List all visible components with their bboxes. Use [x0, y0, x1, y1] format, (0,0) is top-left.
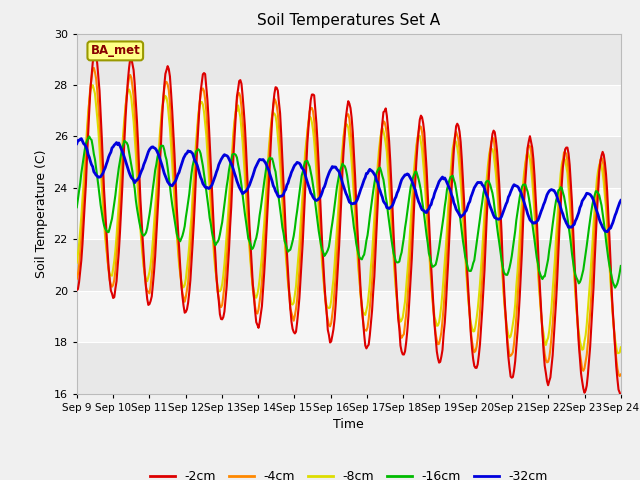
-32cm [617, 198, 625, 204]
-32cm [404, 171, 412, 177]
-4cm [404, 282, 412, 288]
-8cm [243, 213, 251, 218]
-32cm [77, 136, 85, 142]
Title: Soil Temperatures Set A: Soil Temperatures Set A [257, 13, 440, 28]
-8cm [404, 257, 412, 263]
-32cm [474, 180, 481, 185]
Bar [77, 136, 621, 188]
Line: -16cm: -16cm [77, 136, 621, 288]
-16cm [611, 285, 619, 290]
-8cm [89, 82, 97, 88]
-4cm [568, 221, 576, 227]
Line: -2cm: -2cm [77, 53, 621, 397]
-16cm [474, 232, 481, 238]
-2cm [617, 395, 625, 400]
-32cm [568, 224, 576, 230]
-2cm [568, 199, 576, 205]
-32cm [604, 229, 611, 235]
Bar [77, 34, 621, 85]
-8cm [617, 345, 625, 350]
Bar [77, 188, 621, 240]
Bar [77, 342, 621, 394]
-8cm [303, 129, 311, 135]
-4cm [303, 131, 311, 136]
-32cm [243, 187, 251, 192]
Text: BA_met: BA_met [90, 44, 140, 58]
Y-axis label: Soil Temperature (C): Soil Temperature (C) [35, 149, 48, 278]
-32cm [73, 141, 81, 146]
-2cm [474, 361, 481, 367]
-16cm [86, 133, 93, 139]
-16cm [243, 228, 251, 233]
-16cm [378, 173, 386, 179]
-4cm [617, 372, 625, 377]
-8cm [474, 306, 481, 312]
-8cm [378, 125, 386, 131]
Legend: -2cm, -4cm, -8cm, -16cm, -32cm: -2cm, -4cm, -8cm, -16cm, -32cm [145, 465, 553, 480]
-2cm [378, 120, 386, 126]
-32cm [303, 180, 311, 185]
-2cm [91, 50, 99, 56]
-4cm [243, 196, 251, 202]
-2cm [73, 287, 81, 293]
Bar [77, 240, 621, 291]
-4cm [90, 65, 98, 71]
-8cm [568, 238, 576, 244]
-4cm [616, 373, 623, 379]
-16cm [568, 251, 576, 256]
-16cm [73, 204, 81, 210]
-16cm [303, 158, 311, 164]
Bar [77, 291, 621, 342]
Line: -4cm: -4cm [77, 68, 621, 376]
-4cm [474, 336, 481, 341]
Line: -8cm: -8cm [77, 85, 621, 353]
-8cm [73, 260, 81, 265]
-4cm [73, 276, 81, 282]
-2cm [404, 313, 412, 319]
Bar [77, 85, 621, 136]
Line: -32cm: -32cm [77, 139, 621, 232]
-2cm [243, 169, 251, 175]
-2cm [303, 140, 311, 146]
-32cm [378, 194, 386, 200]
-16cm [404, 200, 412, 206]
X-axis label: Time: Time [333, 418, 364, 431]
-16cm [617, 263, 625, 269]
-4cm [378, 123, 386, 129]
-8cm [614, 350, 621, 356]
